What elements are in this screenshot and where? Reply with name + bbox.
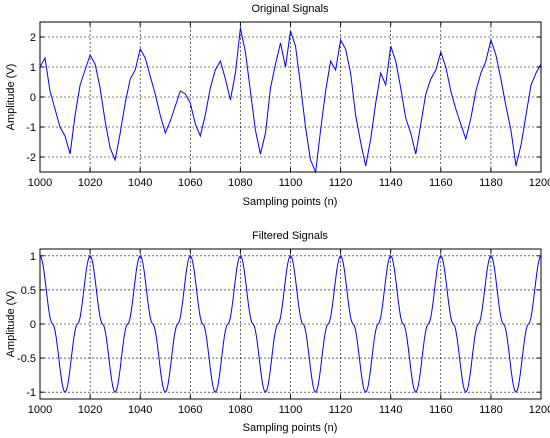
- y-tick-label: 0: [30, 92, 36, 104]
- x-tick-label: 1100: [279, 404, 303, 416]
- y-axis-label: Amplitude (V): [5, 64, 17, 131]
- data-series: [39, 254, 542, 394]
- original-signals-plot: 1000 1020 1040 1060 1080 1100 1120 1140 1160 1180…: [5, 3, 550, 208]
- y-tick-label: 0: [30, 319, 36, 331]
- y-tick-label: 1: [30, 251, 36, 263]
- x-tick-label: 1120: [329, 404, 353, 416]
- filtered-signals-plot: 1000 1020 1040 1060 1080 1100 1120 1140 1160 1180…: [5, 230, 550, 434]
- y-tick-label: -1: [26, 387, 36, 399]
- gridlines: [40, 249, 541, 399]
- x-ticks: 1000 1020 1040 1060 1080 1100 1120 1140 1160 1180…: [28, 249, 550, 416]
- y-tick-label: 0.5: [21, 285, 36, 297]
- y-tick-label: 1: [30, 62, 36, 74]
- x-tick-label: 1040: [128, 177, 152, 189]
- x-tick-label: 1020: [78, 177, 102, 189]
- y-tick-label: -1: [26, 122, 36, 134]
- x-tick-label: 1020: [78, 404, 102, 416]
- x-axis-label: Sampling points (n): [243, 422, 338, 434]
- x-tick-label: 1060: [178, 404, 202, 416]
- series-line: [39, 27, 542, 174]
- y-axis-label: Amplitude (V): [5, 291, 17, 358]
- x-tick-label: 1160: [429, 177, 453, 189]
- x-tick-label: 1160: [429, 404, 453, 416]
- gridlines: [40, 22, 541, 172]
- data-series: [39, 27, 542, 174]
- y-ticks: -2 -1 0 1 2: [26, 32, 541, 164]
- x-ticks: 1000 1020 1040 1060 1080 1100 1120 1140 1160 1180…: [28, 22, 550, 189]
- chart-title: Original Signals: [251, 3, 329, 15]
- x-tick-label: 1040: [128, 404, 152, 416]
- x-tick-label: 1180: [479, 177, 503, 189]
- x-tick-label: 1200: [529, 404, 550, 416]
- chart-title: Filtered Signals: [252, 230, 328, 242]
- y-tick-label: -0.5: [17, 353, 36, 365]
- y-ticks: -1 -0.5 0 0.5 1: [17, 251, 541, 399]
- x-tick-label: 1140: [379, 177, 403, 189]
- x-tick-label: 1140: [379, 404, 403, 416]
- x-tick-label: 1080: [228, 404, 252, 416]
- x-tick-label: 1000: [28, 177, 52, 189]
- x-tick-label: 1200: [529, 177, 550, 189]
- x-axis-label: Sampling points (n): [243, 196, 338, 208]
- x-tick-label: 1060: [178, 177, 202, 189]
- series-line: [39, 254, 542, 394]
- x-tick-label: 1180: [479, 404, 503, 416]
- x-tick-label: 1100: [279, 177, 303, 189]
- x-tick-label: 1120: [329, 177, 353, 189]
- x-tick-label: 1000: [28, 404, 52, 416]
- y-tick-label: 2: [30, 32, 36, 44]
- y-tick-label: -2: [26, 152, 36, 164]
- x-tick-label: 1080: [228, 177, 252, 189]
